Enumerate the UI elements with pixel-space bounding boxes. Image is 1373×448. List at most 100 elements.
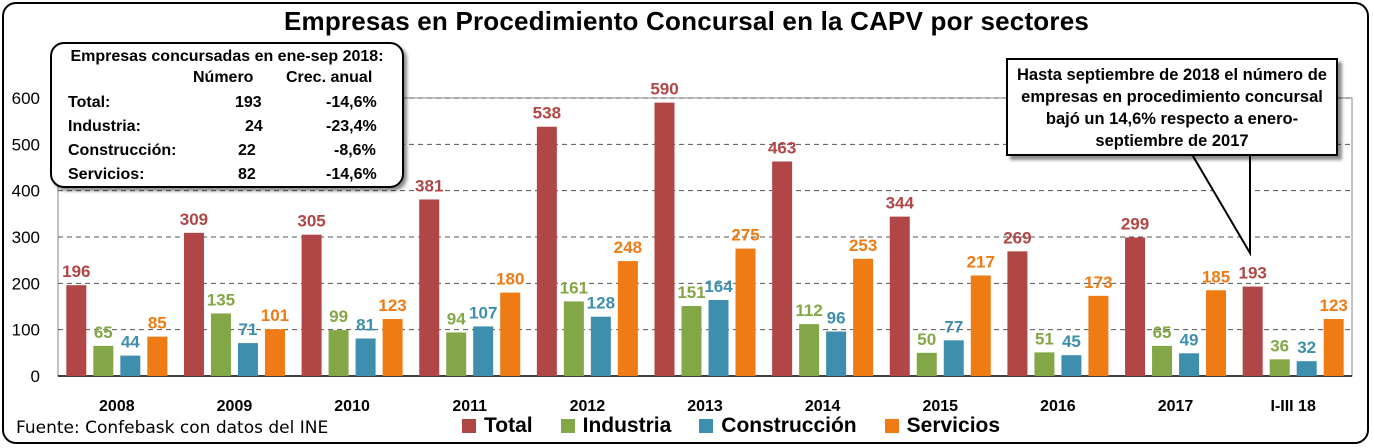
data-label: 135 bbox=[207, 290, 235, 309]
summary-box: Empresas concursadas en ene-sep 2018: Nú… bbox=[50, 42, 404, 188]
y-tick-label: 400 bbox=[12, 182, 40, 201]
bar bbox=[1206, 290, 1227, 376]
summary-row-crec: -14,6% bbox=[326, 166, 377, 183]
bar bbox=[889, 216, 910, 376]
legend-swatch-industria bbox=[560, 419, 575, 433]
summary-row-label: Total: bbox=[68, 94, 111, 111]
x-tick-label: 2016 bbox=[1040, 398, 1076, 415]
legend-swatch-total bbox=[462, 419, 476, 433]
data-label: 253 bbox=[849, 236, 877, 255]
bar bbox=[1061, 355, 1082, 376]
y-tick-label: 300 bbox=[12, 228, 40, 247]
x-tick-label: 2013 bbox=[687, 398, 723, 415]
summary-row-crec: -23,4% bbox=[326, 118, 377, 135]
data-label: 538 bbox=[533, 104, 561, 123]
data-label: 94 bbox=[447, 309, 466, 328]
data-label: 65 bbox=[1153, 323, 1172, 342]
data-label: 128 bbox=[587, 294, 615, 313]
bar bbox=[1296, 361, 1317, 376]
summary-col-numero: Número bbox=[193, 69, 254, 86]
summary-row-label: Industria: bbox=[68, 118, 141, 135]
data-label: 101 bbox=[261, 306, 289, 325]
data-label: 51 bbox=[1035, 329, 1054, 348]
chart-legend: Total Industria Construcción Servicios bbox=[462, 414, 1028, 438]
x-tick-label: 2014 bbox=[805, 398, 841, 415]
bar bbox=[1125, 237, 1146, 376]
bar bbox=[1242, 286, 1263, 376]
bar bbox=[301, 234, 322, 376]
data-label: 193 bbox=[1238, 264, 1266, 283]
summary-row-numero: 22 bbox=[238, 142, 256, 159]
data-label: 99 bbox=[329, 307, 348, 326]
data-label: 44 bbox=[121, 333, 140, 352]
bar bbox=[355, 338, 376, 376]
data-label: 309 bbox=[180, 210, 208, 229]
legend-item-servicios: Servicios bbox=[884, 414, 1000, 438]
bar bbox=[66, 285, 87, 376]
data-label: 123 bbox=[378, 296, 406, 315]
bar bbox=[328, 330, 349, 376]
bar bbox=[1152, 345, 1173, 376]
bar bbox=[735, 248, 756, 376]
bar bbox=[681, 306, 702, 376]
data-label: 50 bbox=[917, 330, 936, 349]
summary-row-numero: 193 bbox=[235, 94, 262, 111]
bar bbox=[536, 126, 557, 376]
bar bbox=[264, 329, 285, 376]
bar bbox=[183, 232, 204, 376]
bar bbox=[916, 352, 937, 376]
source-note: Fuente: Confebask con datos del INE bbox=[16, 418, 329, 438]
data-label: 107 bbox=[469, 303, 497, 322]
bar bbox=[654, 102, 675, 376]
data-label: 96 bbox=[827, 309, 846, 328]
data-label: 173 bbox=[1084, 273, 1112, 292]
data-label: 381 bbox=[415, 176, 443, 195]
summary-row-crec: -14,6% bbox=[326, 94, 377, 111]
data-label: 180 bbox=[496, 270, 524, 289]
chart-title: Empresas en Procedimiento Concursal en l… bbox=[283, 6, 1090, 36]
legend-item-total: Total bbox=[462, 414, 533, 438]
bar bbox=[419, 199, 440, 376]
data-label: 463 bbox=[768, 138, 796, 157]
bar bbox=[590, 316, 611, 376]
y-tick-label: 0 bbox=[31, 367, 40, 386]
data-label: 71 bbox=[238, 320, 257, 339]
bar bbox=[93, 345, 114, 376]
y-tick-label: 100 bbox=[12, 321, 40, 340]
y-tick-label: 600 bbox=[12, 89, 40, 108]
data-label: 151 bbox=[677, 283, 705, 302]
data-label: 36 bbox=[1270, 336, 1289, 355]
bar bbox=[1179, 353, 1200, 376]
data-label: 112 bbox=[795, 301, 822, 320]
legend-item-industria: Industria bbox=[560, 414, 671, 438]
data-label: 196 bbox=[62, 262, 90, 281]
y-tick-label: 200 bbox=[12, 274, 40, 293]
bar bbox=[473, 326, 494, 376]
data-label: 248 bbox=[614, 238, 642, 257]
summary-col-crec: Crec. anual bbox=[286, 69, 373, 86]
summary-row-numero: 24 bbox=[245, 118, 263, 135]
data-label: 77 bbox=[944, 317, 963, 336]
bar bbox=[120, 355, 141, 376]
legend-swatch-construccion bbox=[699, 419, 714, 433]
bar bbox=[1034, 352, 1055, 376]
bar bbox=[853, 258, 874, 376]
data-label: 217 bbox=[967, 252, 995, 271]
y-tick-label: 500 bbox=[12, 135, 40, 154]
summary-row-label: Construcción: bbox=[68, 142, 177, 159]
bar bbox=[970, 275, 991, 376]
data-label: 49 bbox=[1180, 330, 1199, 349]
bar bbox=[799, 324, 820, 376]
data-label: 85 bbox=[148, 314, 167, 333]
bar bbox=[1323, 319, 1344, 376]
bar bbox=[617, 261, 638, 376]
callout-line: bajó un 14,6% respecto a enero- bbox=[1045, 110, 1299, 128]
data-label: 305 bbox=[297, 212, 325, 231]
callout-line: Hasta septiembre de 2018 el número de bbox=[1017, 66, 1327, 84]
data-label: 185 bbox=[1202, 267, 1230, 286]
summary-row-crec: -8,6% bbox=[334, 142, 376, 159]
bar bbox=[708, 300, 729, 376]
callout-box: Hasta septiembre de 2018 el número de em… bbox=[1006, 58, 1338, 156]
bar bbox=[563, 301, 584, 376]
x-tick-label: 2011 bbox=[452, 398, 487, 415]
